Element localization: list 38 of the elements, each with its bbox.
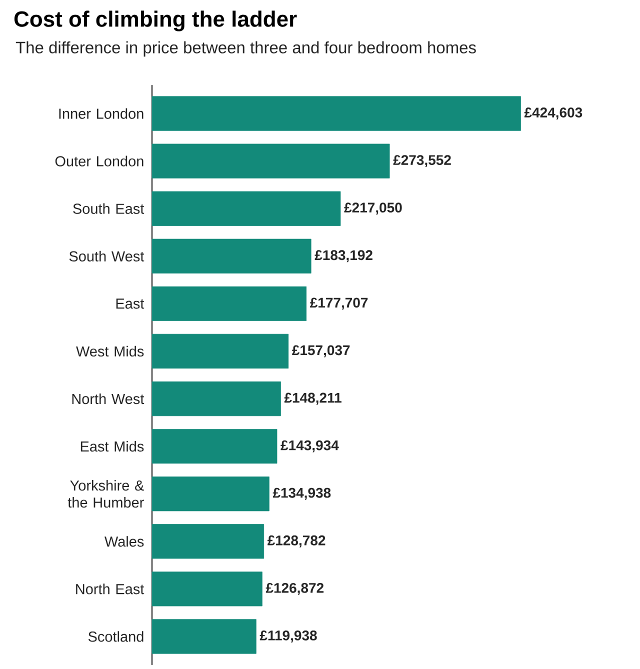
bar xyxy=(152,238,312,274)
bar xyxy=(152,429,278,464)
bar xyxy=(152,476,270,512)
data-label: £119,938 xyxy=(260,630,317,642)
data-label: £157,037 xyxy=(292,345,350,358)
bar xyxy=(152,572,262,606)
data-label: £128,782 xyxy=(268,535,326,548)
y-tick-label: North East xyxy=(76,584,144,594)
bar xyxy=(152,191,341,226)
data-label: £217,050 xyxy=(344,202,402,215)
y-tick-label: West Mids xyxy=(76,346,144,357)
data-label: £143,934 xyxy=(280,440,339,452)
y-tick-label: Outer London xyxy=(55,156,144,166)
data-label: £126,872 xyxy=(266,582,324,595)
data-label: £148,211 xyxy=(284,392,342,405)
y-tick-label: Yorkshire & the Humber xyxy=(68,480,144,508)
y-tick-label: East Mids xyxy=(80,440,144,452)
data-label: £134,938 xyxy=(272,488,331,500)
y-tick-label: South West xyxy=(69,250,144,262)
bar xyxy=(152,619,256,654)
data-label: £273,552 xyxy=(393,155,451,168)
bar xyxy=(152,524,264,559)
bar xyxy=(152,144,390,178)
data-label: £424,603 xyxy=(524,108,582,120)
y-tick-label: North West xyxy=(72,393,144,404)
data-label: £183,192 xyxy=(314,250,372,262)
bar xyxy=(152,381,281,416)
y-tick-label: East xyxy=(116,298,144,309)
bar xyxy=(152,334,289,369)
y-tick-label: Wales xyxy=(104,536,144,547)
y-tick-label: South East xyxy=(73,203,144,214)
chart-title: Cost of climbing the ladder xyxy=(14,10,297,32)
y-tick-label: Inner London xyxy=(59,108,144,119)
data-label: £177,707 xyxy=(310,298,368,310)
bar xyxy=(152,96,521,131)
chart-subtitle: The difference in price between three and four bedroom homes xyxy=(16,41,476,57)
y-tick-label: Scotland xyxy=(88,631,144,642)
bar xyxy=(152,286,307,322)
